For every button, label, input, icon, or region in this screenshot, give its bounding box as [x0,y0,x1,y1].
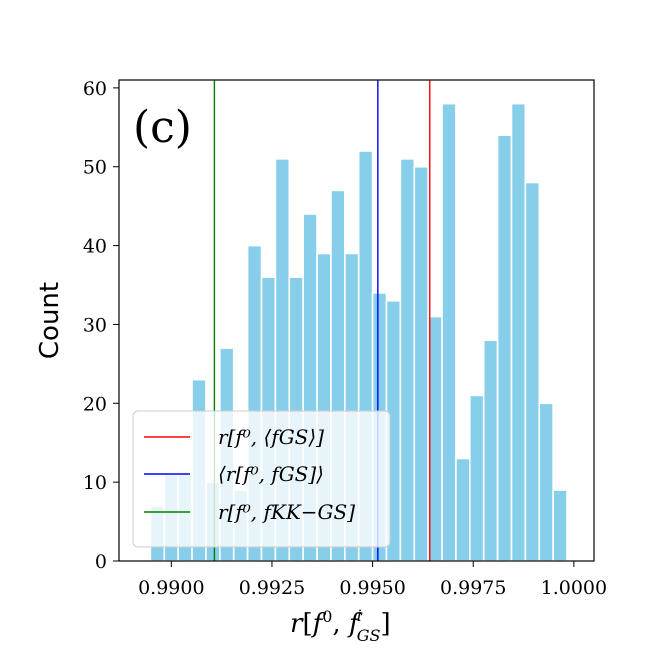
histogram-bar [552,489,568,562]
y-tick-label: 0 [95,551,107,573]
x-tick-label: 0.9975 [440,577,506,599]
histogram-bar [441,102,457,562]
panel-label: (c) [133,102,192,153]
x-axis-label: r[f0, fi GS] [290,606,391,645]
histogram-bar [482,339,499,562]
y-axis-ticks: 0 10 20 30 40 50 60 [83,78,119,573]
legend: r[f⁰, ⟨fGS⟩] ⟨r[f⁰, fGS]⟩ r[f⁰, fKK−GS] [132,410,391,548]
x-axis-ticks: 0.9900 0.9925 0.9950 0.9975 1.0000 [138,561,607,599]
histogram-bar [524,181,541,562]
y-tick-label: 20 [83,393,107,415]
histogram-bar [413,165,429,562]
y-tick-label: 10 [83,472,107,494]
x-tick-label: 0.9925 [239,577,305,599]
histogram-bar [469,394,485,562]
histogram-bar [510,102,527,562]
y-tick-label: 50 [83,157,107,179]
x-tick-label: 1.0000 [541,577,607,599]
legend-entry-label: ⟨r[f⁰, fGS]⟩ [218,462,324,486]
histogram-bar [455,457,471,562]
axes-frame [118,79,595,562]
histogram-bar [538,402,554,562]
legend-box [132,410,391,548]
x-tick-label: 0.9900 [138,577,204,599]
y-tick-label: 60 [83,78,107,100]
y-tick-label: 30 [83,314,107,336]
y-tick-label: 40 [83,236,107,258]
x-tick-label: 0.9950 [339,577,405,599]
histogram-bar [399,158,416,562]
legend-entry-label: r[f⁰, fKK−GS] [218,500,355,524]
y-axis-label: Count [35,282,65,359]
histogram-bar [496,134,513,562]
legend-entry-label: r[f⁰, ⟨fGS⟩] [218,425,324,449]
